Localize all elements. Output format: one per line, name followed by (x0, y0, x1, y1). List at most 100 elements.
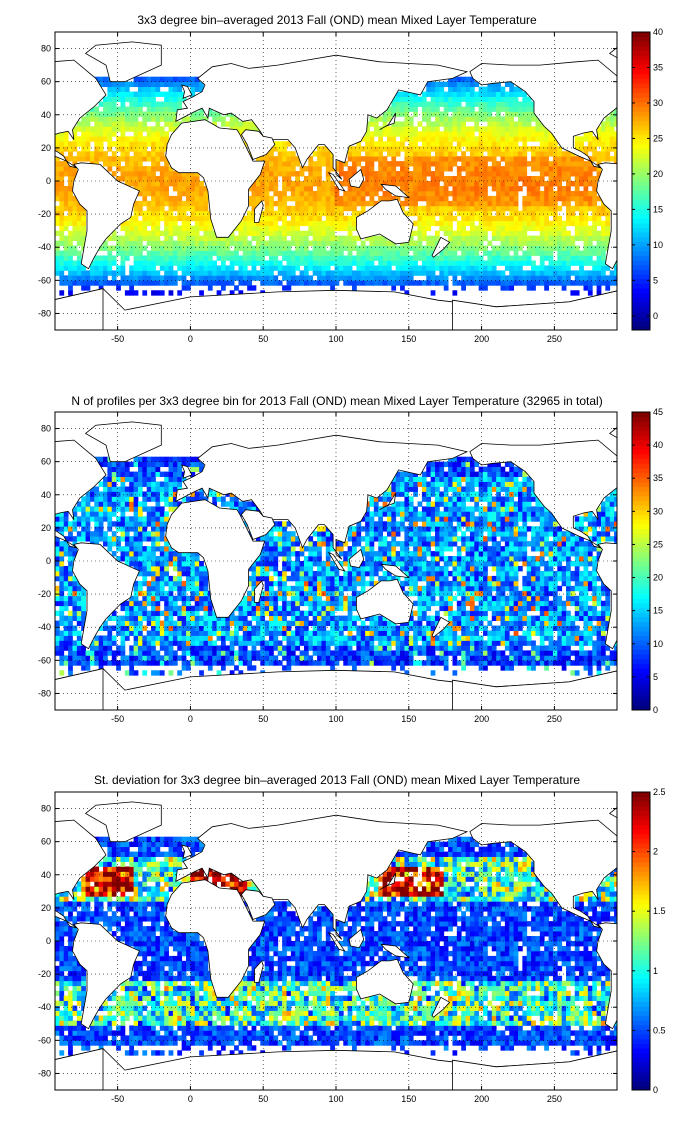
heatmap-cell (365, 136, 370, 142)
heatmap-cell (469, 91, 475, 97)
heatmap-cell (430, 156, 436, 162)
heatmap-cell (107, 506, 113, 512)
heatmap-cell (312, 151, 318, 157)
heatmap-cell (544, 146, 549, 152)
heatmap-cell (478, 190, 484, 197)
heatmap-cell (255, 655, 261, 661)
heatmap-cell (596, 250, 602, 256)
heatmap-cell (317, 190, 322, 197)
heatmap-cell (600, 265, 606, 271)
heatmap-cell (159, 481, 165, 487)
heatmap-cell (299, 166, 305, 172)
heatmap-cell (579, 280, 584, 286)
heatmap-cell (378, 181, 383, 187)
heatmap-cell (124, 466, 130, 472)
heatmap-cell (614, 131, 617, 137)
heatmap-cell (251, 635, 257, 641)
heatmap-cell (137, 185, 143, 192)
heatmap-cell (548, 255, 554, 261)
heatmap-cell (111, 521, 117, 527)
heatmap-cell (443, 270, 449, 276)
heatmap-cell (142, 141, 148, 147)
colorbar-segment (632, 92, 650, 98)
heatmap-cell (325, 200, 331, 207)
heatmap-cell (517, 131, 523, 137)
heatmap-cell (286, 225, 292, 232)
heatmap-cell (557, 166, 563, 172)
heatmap-cell (146, 81, 152, 88)
heatmap-cell (566, 235, 571, 241)
heatmap-cell (290, 230, 296, 237)
heatmap-cell (111, 260, 117, 266)
heatmap-cell (168, 486, 174, 492)
heatmap-cell (142, 185, 148, 192)
heatmap-cell (544, 220, 549, 227)
heatmap-cell (413, 190, 418, 197)
heatmap-cell (260, 610, 266, 617)
heatmap-cell (404, 270, 410, 276)
heatmap-cell (469, 195, 475, 202)
heatmap-cell (500, 166, 506, 172)
heatmap-cell (583, 255, 589, 261)
heatmap-cell (81, 655, 86, 661)
heatmap-cell (129, 526, 135, 532)
heatmap-cell (456, 116, 462, 122)
heatmap-cell (194, 195, 200, 202)
heatmap-cell (260, 270, 266, 276)
heatmap-cell (251, 615, 257, 621)
heatmap-cell (151, 156, 156, 162)
heatmap-cell (574, 235, 580, 241)
heatmap-cell (85, 531, 91, 537)
heatmap-cell (557, 156, 563, 162)
heatmap-cell (539, 220, 545, 227)
heatmap-cell (395, 96, 401, 102)
heatmap-cell (159, 151, 165, 157)
heatmap-cell (574, 146, 580, 152)
heatmap-cell (312, 265, 318, 271)
heatmap-cell (417, 121, 423, 127)
heatmap-cell (557, 250, 563, 256)
heatmap-cell (107, 280, 113, 286)
heatmap-cell (234, 121, 239, 127)
heatmap-cell (526, 225, 532, 232)
heatmap-cell (72, 640, 78, 646)
heatmap-cell (614, 270, 617, 276)
heatmap-cell (596, 230, 602, 237)
heatmap-cell (496, 220, 501, 227)
heatmap-cell (557, 255, 563, 261)
heatmap-cell (317, 255, 322, 261)
heatmap-cell (247, 270, 252, 276)
heatmap-cell (544, 275, 549, 281)
heatmap-cell (146, 511, 152, 517)
heatmap-cell (133, 225, 139, 232)
heatmap-cell (456, 171, 462, 177)
heatmap-cell (137, 265, 143, 271)
heatmap-cell (168, 250, 174, 256)
heatmap-cell (98, 526, 104, 532)
heatmap-cell (207, 655, 213, 661)
heatmap-cell (583, 190, 589, 197)
heatmap-cell (269, 660, 274, 666)
heatmap-cell (137, 456, 143, 463)
heatmap-cell (360, 255, 366, 261)
heatmap-cell (120, 521, 126, 527)
heatmap-cell (483, 250, 488, 256)
heatmap-cell (299, 205, 305, 212)
heatmap-cell (273, 220, 279, 227)
heatmap-cell (146, 111, 152, 117)
heatmap-cell (251, 590, 257, 597)
heatmap-cell (199, 255, 204, 261)
heatmap-cell (120, 156, 126, 162)
heatmap-cell (404, 111, 410, 117)
heatmap-cell (186, 200, 191, 207)
heatmap-cell (116, 91, 121, 97)
heatmap-cell (81, 506, 86, 512)
heatmap-cell (116, 106, 121, 112)
heatmap-cell (81, 225, 86, 232)
heatmap-cell (247, 575, 252, 582)
heatmap-cell (544, 136, 549, 142)
heatmap-cell (199, 86, 204, 92)
heatmap-cell (164, 166, 169, 172)
heatmap-cell (98, 665, 104, 671)
heatmap-cell (103, 136, 108, 142)
